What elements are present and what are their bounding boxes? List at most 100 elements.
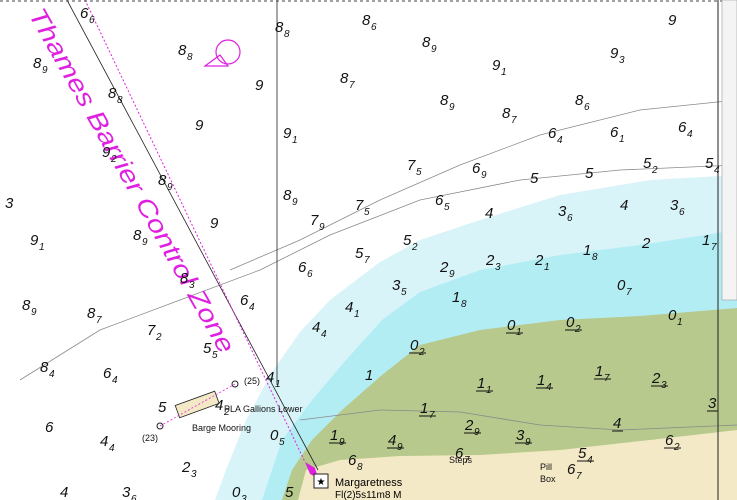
sounding: 8 bbox=[40, 359, 49, 376]
sounding-decimal: 2 bbox=[155, 332, 162, 343]
sounding: 3 bbox=[670, 197, 679, 214]
sounding-decimal: 6 bbox=[307, 269, 313, 280]
sounding: 5 bbox=[355, 245, 364, 262]
sounding-decimal: 2 bbox=[411, 242, 418, 253]
sounding: 0 bbox=[410, 337, 419, 354]
sounding: 5 bbox=[643, 155, 652, 172]
sounding-decimal: 2 bbox=[110, 154, 117, 165]
sounding: 9 bbox=[30, 232, 39, 249]
sounding: 7 bbox=[407, 157, 416, 174]
land bbox=[298, 430, 737, 500]
sounding: 5 bbox=[158, 399, 167, 416]
sounding-decimal: 3 bbox=[189, 280, 195, 291]
sounding: 5 bbox=[403, 232, 412, 249]
sounding-decimal: 4 bbox=[557, 135, 563, 146]
sounding-decimal: 5 bbox=[364, 207, 370, 218]
sounding: 1 bbox=[452, 289, 460, 306]
sounding: 6 bbox=[80, 5, 89, 22]
sounding: 5 bbox=[578, 445, 587, 462]
sounding: 4 bbox=[485, 205, 493, 222]
sounding: 2 bbox=[641, 235, 651, 252]
sounding-decimal: 4 bbox=[109, 443, 115, 454]
depth-contour bbox=[19, 164, 737, 381]
sounding: 6 bbox=[472, 160, 481, 177]
sounding-decimal: 4 bbox=[49, 369, 55, 380]
sounding: 0 bbox=[617, 277, 626, 294]
sounding-decimal: 2 bbox=[223, 407, 230, 418]
sounding: 4 bbox=[388, 432, 396, 449]
sounding: 8 bbox=[440, 92, 449, 109]
sounding: 8 bbox=[178, 42, 187, 59]
sounding-decimal: 9 bbox=[292, 197, 298, 208]
feature-label: Pill bbox=[540, 462, 552, 472]
sounding: 6 bbox=[678, 119, 687, 136]
sounding-decimal: 8 bbox=[284, 29, 290, 40]
sounding: 5 bbox=[530, 170, 539, 187]
sounding-decimal: 3 bbox=[241, 494, 247, 500]
sounding: 4 bbox=[345, 299, 353, 316]
buoy-symbol bbox=[203, 54, 230, 67]
sounding-decimal: 8 bbox=[461, 299, 467, 310]
sounding: 6 bbox=[298, 259, 307, 276]
sounding: 7 bbox=[147, 322, 156, 339]
sounding: 9 bbox=[255, 77, 264, 94]
sounding-decimal: 1 bbox=[619, 134, 625, 145]
sounding-decimal: 6 bbox=[584, 102, 590, 113]
sounding: 9 bbox=[195, 117, 204, 134]
place-label: Margaretness bbox=[335, 477, 403, 489]
sounding-decimal: 9 bbox=[42, 65, 48, 76]
sounding-decimal: 6 bbox=[89, 15, 95, 26]
sounding-decimal: 1 bbox=[292, 135, 298, 146]
sounding: 3 bbox=[558, 203, 567, 220]
sounding-decimal: 1 bbox=[544, 262, 550, 273]
sounding-decimal: 4 bbox=[249, 302, 255, 313]
sounding: 1 bbox=[583, 242, 591, 259]
sounding-decimal: 9 bbox=[431, 44, 437, 55]
sounding: 4 bbox=[266, 369, 274, 386]
sounding: 3 bbox=[122, 484, 131, 500]
sounding: 1 bbox=[330, 427, 338, 444]
sounding: 8 bbox=[283, 187, 292, 204]
sounding: 6 bbox=[103, 365, 112, 382]
depth-contour bbox=[229, 99, 737, 271]
sounding-decimal: 5 bbox=[416, 167, 422, 178]
sounding: 0 bbox=[507, 317, 516, 334]
sounding: 6 bbox=[240, 292, 249, 309]
sounding-decimal: 8 bbox=[357, 462, 363, 473]
sounding-decimal: 4 bbox=[714, 165, 720, 176]
feature-label: Steps bbox=[449, 455, 473, 465]
light-star: ★ bbox=[317, 477, 326, 488]
leading-line bbox=[66, 0, 319, 471]
sounding-decimal: 5 bbox=[212, 350, 218, 361]
sounding: 6 bbox=[567, 461, 576, 478]
sounding: 8 bbox=[340, 70, 349, 87]
sounding-decimal: 9 bbox=[481, 170, 487, 181]
mooring-label: Barge Mooring bbox=[192, 423, 251, 433]
sounding: 3 bbox=[392, 277, 401, 294]
sounding: 5 bbox=[203, 340, 212, 357]
sounding-decimal: 9 bbox=[449, 269, 455, 280]
sounding: 4 bbox=[620, 197, 628, 214]
side-panel bbox=[721, 0, 737, 301]
sounding-decimal: 7 bbox=[626, 287, 632, 298]
sounding-decimal: 8 bbox=[592, 252, 598, 263]
sounding: 8 bbox=[87, 305, 96, 322]
sounding: 2 bbox=[181, 459, 191, 476]
sounding-decimal: 1 bbox=[501, 67, 507, 78]
sounding: 9 bbox=[492, 57, 501, 74]
sounding: 8 bbox=[158, 172, 167, 189]
light-label: Fl(2)5s11m8 M bbox=[335, 490, 402, 500]
sounding: 7 bbox=[355, 197, 364, 214]
sounding: 6 bbox=[665, 432, 674, 449]
sounding-decimal: 4 bbox=[112, 375, 118, 386]
sounding: 9 bbox=[102, 144, 111, 161]
sounding-decimal: 1 bbox=[677, 317, 683, 328]
sounding-decimal: 7 bbox=[96, 315, 102, 326]
sounding-decimal: 6 bbox=[371, 22, 377, 33]
sounding-decimal: 7 bbox=[511, 115, 517, 126]
sounding: 9 bbox=[610, 45, 619, 62]
sounding: 9 bbox=[283, 125, 292, 142]
sounding: 4 bbox=[60, 484, 68, 500]
zone-boundary bbox=[84, 0, 306, 463]
sounding-decimal: 8 bbox=[117, 95, 123, 106]
